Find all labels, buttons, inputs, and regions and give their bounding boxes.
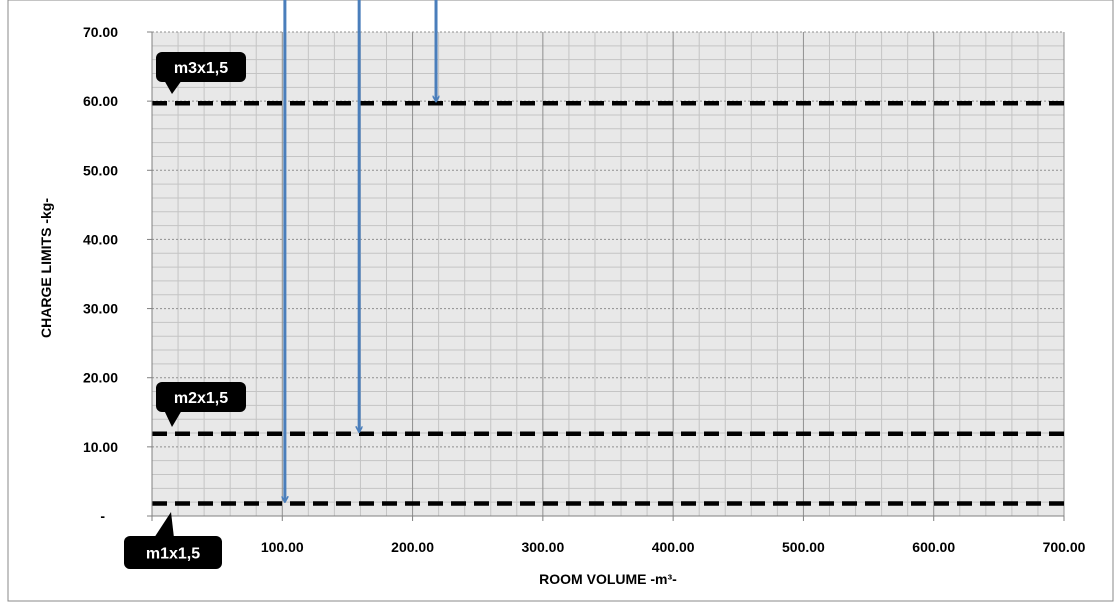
series-label-callout-2: m2x1,5	[156, 382, 246, 427]
series-name-label: m1x1,5	[146, 546, 200, 563]
y-tick-label: -	[100, 508, 105, 524]
x-tick-label: 100.00	[261, 539, 304, 555]
series-name-label: m3x1,5	[174, 60, 228, 77]
callout-pointer	[164, 80, 182, 94]
callout-box	[156, 52, 246, 82]
x-tick-label: 700.00	[1043, 539, 1086, 555]
y-tick-label: 10.00	[83, 439, 118, 455]
callout-pointer	[154, 512, 174, 538]
x-tick-label: 300.00	[521, 539, 564, 555]
y-tick-label: 20.00	[83, 370, 118, 386]
callout-box	[156, 382, 246, 412]
series-label-callout-1: m3x1,5	[156, 52, 246, 94]
x-tick-label: 200.00	[391, 539, 434, 555]
y-tick-label: 60.00	[83, 93, 118, 109]
x-tick-label: 400.00	[652, 539, 695, 555]
x-axis-title: ROOM VOLUME -m³-	[539, 571, 677, 587]
series-label-callout-3: m1x1,5	[124, 512, 222, 569]
callout-pointer	[164, 410, 182, 427]
y-tick-label: 30.00	[83, 301, 118, 317]
y-tick-label: 70.00	[83, 24, 118, 40]
x-tick-label: 600.00	[912, 539, 955, 555]
x-tick-label: 500.00	[782, 539, 825, 555]
y-tick-label: 50.00	[83, 162, 118, 178]
series-name-label: m2x1,5	[174, 390, 228, 407]
callout-box	[124, 536, 222, 569]
y-tick-label: 40.00	[83, 231, 118, 247]
plot-area	[152, 32, 1064, 516]
y-axis-title: CHARGE LIMITS -kg-	[38, 198, 54, 338]
